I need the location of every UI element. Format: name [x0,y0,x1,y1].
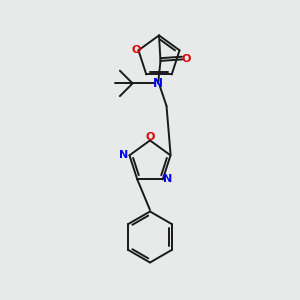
Text: N: N [164,175,173,184]
Text: N: N [119,150,129,160]
Text: O: O [145,132,155,142]
Text: O: O [182,54,191,64]
Text: N: N [153,77,163,90]
Text: O: O [131,45,141,55]
